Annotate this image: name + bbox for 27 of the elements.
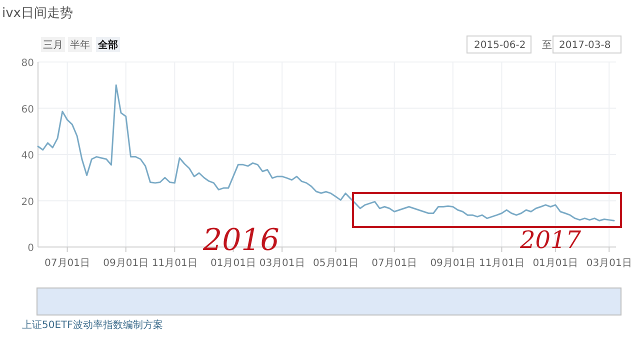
line-series	[37, 84, 615, 222]
text: 全部	[97, 39, 118, 51]
x-tick-label: 01月01日	[532, 258, 578, 269]
text: 上证50ETF波动率指数编制方案	[22, 319, 163, 331]
x-tick-label: 05月01日	[313, 258, 358, 269]
x-tick-label: 03月01日	[586, 258, 632, 269]
y-tick-label: 0	[28, 243, 34, 254]
x-tick-label: 09月01日	[103, 258, 149, 269]
text: 2015-06-2	[474, 40, 526, 51]
text: 半年	[70, 39, 90, 51]
x-tick-label: 11月01日	[152, 258, 198, 269]
text: 三月	[43, 40, 63, 51]
x-tick-label: 03月01日	[259, 258, 305, 269]
y-tick-label: 20	[21, 196, 34, 208]
annotation: 2017	[519, 226, 582, 254]
x-tick-label: 11月01日	[479, 258, 524, 269]
y-tick-label: 80	[21, 58, 34, 69]
x-tick-label: 07月01日	[44, 258, 90, 269]
x-tick-label: 07月01日	[372, 258, 418, 269]
y-tick-label: 60	[21, 104, 34, 116]
x-tick-label: 01月01日	[210, 258, 256, 269]
x-tick-label: 09月01日	[430, 258, 476, 269]
y-tick-label: 40	[21, 150, 34, 162]
text: 至	[542, 40, 552, 51]
chart-title: ivx日间走势	[2, 6, 73, 21]
annotation: 2016	[202, 223, 280, 258]
text: 2017-03-8	[559, 40, 611, 51]
